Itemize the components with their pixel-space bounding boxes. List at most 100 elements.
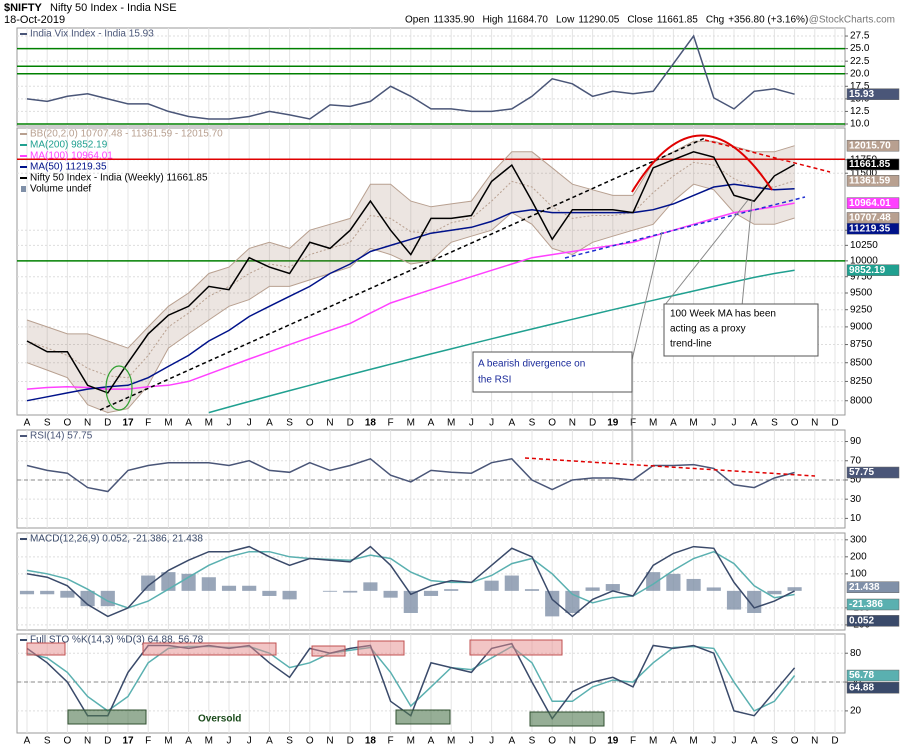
- note-line: the RSI: [478, 375, 511, 386]
- x-tick-label: A: [670, 418, 677, 429]
- series-line: [26, 140, 795, 349]
- histogram-bar: [726, 590, 742, 610]
- value-tag: [846, 139, 900, 152]
- x-tick-label: J: [711, 736, 716, 747]
- y-tick-label: 30: [850, 494, 862, 505]
- y-tick-label: 70: [850, 455, 862, 466]
- x-tick-label: M: [689, 736, 697, 747]
- y-tick-label: 8250: [850, 376, 873, 387]
- value-tag: [846, 264, 900, 276]
- pointer: [741, 199, 753, 307]
- value-tag-label: 12015.70: [849, 140, 891, 151]
- y-tick-label: 11500: [850, 168, 878, 179]
- oversold-label: Oversold: [198, 714, 241, 725]
- value-tag: [846, 598, 900, 611]
- value-tag-label: 10707.48: [849, 213, 891, 224]
- series-line: [26, 645, 796, 712]
- ellipse: [105, 365, 133, 411]
- x-tick-label: O: [64, 736, 72, 747]
- x-tick-label: D: [347, 418, 354, 429]
- series-line: [26, 457, 795, 493]
- x-tick-label: O: [791, 418, 799, 429]
- value-tag-label: 15.93: [849, 89, 874, 100]
- value-tag-label: 0.052: [849, 615, 874, 626]
- trend-line: [564, 196, 806, 259]
- y-tick-label: 10250: [850, 240, 878, 251]
- x-tick-label: J: [732, 418, 737, 429]
- date: 18-Oct-2019: [4, 14, 65, 26]
- value-tag: [846, 466, 900, 479]
- histogram-bar: [585, 587, 600, 591]
- overbought-box: [311, 645, 346, 657]
- x-tick-label: F: [630, 736, 636, 747]
- series-line: [26, 183, 795, 402]
- value-tag-label: 11661.85: [849, 159, 891, 170]
- value-tag: [846, 158, 900, 171]
- note-box: [472, 351, 633, 393]
- ohlc-value: 11335.90: [433, 15, 474, 26]
- x-tick-label: M: [689, 418, 697, 429]
- value-tag-label: 11361.59: [849, 175, 891, 186]
- y-tick-label: 200: [850, 551, 867, 562]
- x-tick-label: M: [649, 736, 657, 747]
- histogram-bar: [767, 590, 782, 595]
- x-tick-label: N: [569, 736, 576, 747]
- y-tick-label: 8500: [850, 357, 873, 368]
- series-line: [208, 269, 795, 414]
- series-line: [26, 34, 795, 120]
- histogram-bar: [201, 577, 216, 591]
- x-tick-label: N: [811, 418, 818, 429]
- x-tick-label: S: [44, 736, 51, 747]
- x-tick-label: 19: [607, 736, 619, 747]
- x-tick-label: A: [508, 418, 515, 429]
- ohlc-label: Close: [627, 15, 653, 26]
- oversold-box: [395, 709, 451, 725]
- series-line: [26, 183, 795, 414]
- x-tick-label: 19: [607, 418, 619, 429]
- legend-entry: Nifty 50 Index - India (Weekly) 11661.85: [30, 173, 208, 184]
- x-tick-label: O: [548, 418, 556, 429]
- x-tick-label: N: [84, 418, 91, 429]
- x-tick-label: J: [247, 418, 252, 429]
- legend-swatch: [21, 186, 26, 192]
- y-tick-label: 10000: [850, 255, 878, 266]
- ohlc-value: 11684.70: [507, 15, 548, 26]
- histogram-bar: [343, 590, 358, 593]
- x-tick-label: S: [44, 418, 51, 429]
- histogram-bar: [161, 572, 176, 591]
- symbol: $NIFTY: [4, 2, 43, 14]
- x-tick-label: S: [771, 418, 778, 429]
- value-tag: [846, 197, 900, 209]
- histogram-bar: [524, 589, 540, 591]
- ohlc: Open 11335.90 High 11684.70 Low 11290.05 Close…: [405, 15, 808, 26]
- ohlc-label: Low: [556, 15, 575, 26]
- annotations: 100 Week MA has been acting as a proxy t…: [26, 134, 831, 727]
- value-tag-label: 21.438: [849, 582, 880, 593]
- legend-entry: India Vix Index - India 15.93: [30, 29, 154, 40]
- histogram-bar: [19, 590, 35, 595]
- x-tick-label: S: [771, 736, 778, 747]
- y-tick-label: 300: [850, 534, 867, 545]
- x-tick-label: 17: [122, 418, 134, 429]
- ohlc-value: 11290.05: [578, 15, 619, 26]
- series-line: [26, 545, 795, 618]
- trend-line: [704, 139, 831, 173]
- ohlc-value: 11661.85: [657, 15, 698, 26]
- ohlc-value: +356.80 (+3.16%): [728, 15, 808, 26]
- legend-entry: Full STO %K(14,3) %D(3) 64.88, 56.78: [30, 635, 204, 646]
- y-tick-label: 9250: [850, 304, 873, 315]
- overbought-box: [357, 640, 405, 656]
- histogram-bar: [322, 590, 338, 592]
- x-tick-label: M: [407, 418, 415, 429]
- histogram-bar: [605, 584, 620, 591]
- x-tick-label: A: [24, 736, 31, 747]
- x-tick-label: D: [831, 418, 838, 429]
- x-tick-label: A: [266, 418, 273, 429]
- legend-entry: MA(200) 9852.19: [30, 140, 108, 151]
- x-tick-label: N: [84, 736, 91, 747]
- histogram-bar: [403, 590, 418, 613]
- y-tick-label: 25.0: [850, 43, 870, 54]
- note-line: trend-line: [670, 339, 712, 350]
- credit: @StockCharts.com: [809, 15, 895, 26]
- overbought-box: [142, 642, 277, 656]
